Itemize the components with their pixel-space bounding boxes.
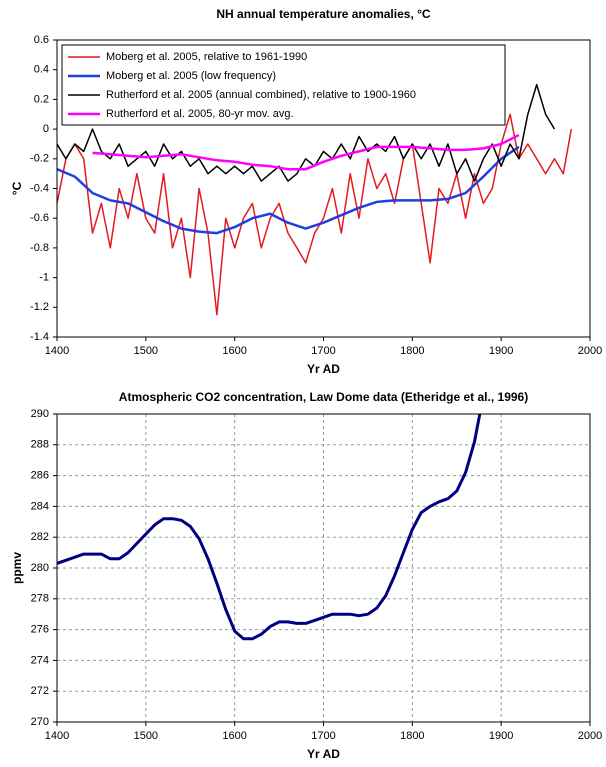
y-tick-label: -0.2 [30,153,49,165]
legend-label: Moberg et al. 2005, relative to 1961-199… [106,51,307,63]
y-tick-label: 0.6 [34,34,49,46]
y-tick-label: 288 [31,439,49,451]
y-tick-label: -1.2 [30,301,49,313]
data-line [57,414,482,641]
data-line [57,113,573,316]
x-axis-label: Yr AD [307,747,340,761]
y-axis-label: ppmv [10,552,24,584]
y-tick-label: -0.6 [30,212,49,224]
y-tick-label: 0 [43,123,49,135]
x-tick-label: 2000 [578,730,602,742]
plot-border [56,39,591,338]
y-tick-label: 280 [31,562,49,574]
chart-title: Atmospheric CO2 concentration, Law Dome … [119,390,528,404]
x-tick-label: 1700 [311,730,335,742]
x-tick-label: 1600 [222,730,246,742]
x-tick-label: 1500 [134,345,158,357]
x-axis-label: Yr AD [307,362,340,376]
x-tick-label: 1900 [489,345,513,357]
legend-label: Rutherford et al. 2005 (annual combined)… [106,89,416,101]
y-tick-label: 0.2 [34,93,49,105]
y-tick-label: 0.4 [34,64,49,76]
y-axis-label: °C [10,181,24,195]
x-tick-label: 1600 [222,345,246,357]
x-tick-label: 1400 [45,345,69,357]
y-tick-label: 276 [31,624,49,636]
y-tick-label: 274 [31,654,49,666]
x-tick-label: 1800 [400,730,424,742]
x-tick-label: 1700 [311,345,335,357]
y-tick-label: -0.8 [30,242,49,254]
data-line [92,133,520,171]
x-tick-label: 1500 [134,730,158,742]
y-tick-label: -0.4 [30,182,49,194]
x-tick-label: 1800 [400,345,424,357]
y-tick-label: 284 [31,500,49,512]
legend-label: Rutherford et al. 2005, 80-yr mov. avg. [106,108,294,120]
x-tick-label: 1400 [45,730,69,742]
y-tick-label: 272 [31,685,49,697]
y-tick-label: 282 [31,531,49,543]
legend-label: Moberg et al. 2005 (low frequency) [106,70,276,82]
legend-box [61,44,506,126]
plot-border [56,413,591,723]
y-tick-label: 290 [31,408,49,420]
x-tick-label: 2000 [578,345,602,357]
x-tick-label: 1900 [489,730,513,742]
data-line [57,145,520,235]
y-tick-label: -1 [39,272,49,284]
chart-title: NH annual temperature anomalies, °C [216,7,431,21]
y-tick-label: -1.4 [30,331,49,343]
y-tick-label: 286 [31,470,49,482]
y-tick-label: 270 [31,716,49,728]
y-tick-label: 278 [31,593,49,605]
